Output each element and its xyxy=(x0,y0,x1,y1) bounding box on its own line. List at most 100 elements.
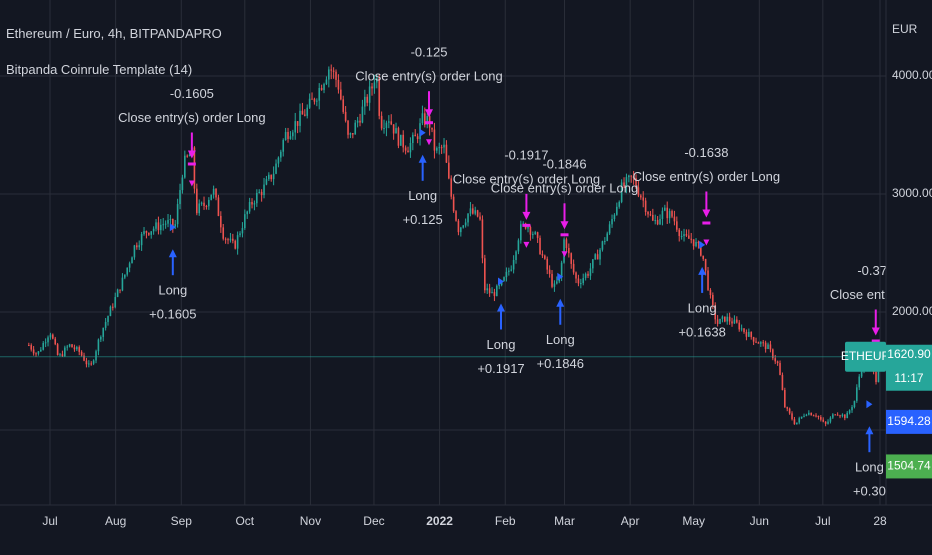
candle-body xyxy=(532,234,534,236)
candle-body xyxy=(628,175,630,178)
candle xyxy=(719,318,721,325)
candle-body xyxy=(472,208,474,214)
candle-body xyxy=(35,353,37,355)
candle-body xyxy=(155,222,157,229)
entry-profit-label: +0.1605 xyxy=(149,307,196,322)
candle-body xyxy=(328,69,330,80)
candle xyxy=(817,415,820,420)
candle xyxy=(592,259,594,274)
candle-body xyxy=(349,133,352,135)
candle xyxy=(114,292,117,309)
candle xyxy=(596,249,599,260)
candle xyxy=(608,221,611,235)
candle-body xyxy=(152,228,155,232)
candle-body xyxy=(184,155,186,178)
candle-body xyxy=(784,389,786,408)
candle-body xyxy=(745,331,748,337)
exit-arrow-icon-head xyxy=(702,209,711,218)
candle-body xyxy=(268,174,270,180)
candle-body xyxy=(772,349,774,359)
candle-body xyxy=(688,235,690,239)
candle-body xyxy=(359,120,361,123)
candle xyxy=(107,315,109,326)
candle-body xyxy=(440,147,443,149)
candle-body xyxy=(160,224,162,231)
candle xyxy=(126,267,129,277)
candle-body xyxy=(601,241,604,250)
candle xyxy=(668,208,671,224)
candle-body xyxy=(352,133,354,135)
candle xyxy=(203,196,205,210)
candle-body xyxy=(443,144,445,148)
last-price-label: 1620.90 xyxy=(887,347,931,361)
candle xyxy=(140,231,143,251)
candle xyxy=(121,273,124,292)
candle-body xyxy=(649,214,652,216)
candle xyxy=(738,320,741,332)
candle-body xyxy=(78,347,81,352)
entry-profit-label: +0.1917 xyxy=(477,361,524,376)
candle xyxy=(265,175,268,186)
candle xyxy=(152,226,155,235)
candle-body xyxy=(668,211,671,219)
candle xyxy=(452,194,455,213)
candle-body xyxy=(541,254,544,256)
candle-body xyxy=(210,194,213,200)
exit-profit-label: -0.125 xyxy=(411,45,448,60)
symbol-tag-bg xyxy=(845,341,886,372)
candle xyxy=(601,240,604,252)
green-price-label: 1504.74 xyxy=(887,459,931,473)
candle xyxy=(731,317,733,327)
candle-body xyxy=(464,222,467,226)
candle xyxy=(666,201,669,224)
strategy-title[interactable]: Bitpanda Coinrule Template (14) xyxy=(6,62,193,77)
candle-body xyxy=(546,258,549,270)
candle-body xyxy=(875,371,877,383)
candle-body xyxy=(224,238,227,240)
candle xyxy=(294,112,297,140)
x-tick-label: Jul xyxy=(42,514,57,528)
candle xyxy=(364,89,366,115)
candle-body xyxy=(539,237,541,255)
candle-body xyxy=(436,148,438,151)
candle-body xyxy=(102,327,105,337)
candle xyxy=(49,332,52,340)
candle xyxy=(116,288,119,298)
candle-body xyxy=(402,134,405,148)
candle-body xyxy=(88,363,90,365)
candle-body xyxy=(630,175,633,177)
candle-body xyxy=(613,214,616,219)
candle-body xyxy=(832,414,834,418)
candle xyxy=(858,374,861,391)
candle xyxy=(85,357,88,368)
candle-body xyxy=(64,347,66,357)
exit-arrow-icon-head xyxy=(871,327,880,336)
candle-body xyxy=(265,179,268,185)
candle-body xyxy=(220,215,222,228)
candle xyxy=(253,200,256,211)
x-tick-label: 28 xyxy=(873,514,887,528)
candle xyxy=(248,197,251,214)
candle xyxy=(143,227,145,236)
candle xyxy=(337,74,340,94)
candle xyxy=(436,146,438,154)
candle xyxy=(462,224,465,229)
candle-body xyxy=(678,229,681,237)
candle xyxy=(426,113,429,129)
candle-body xyxy=(544,255,546,259)
candle-body xyxy=(493,292,496,297)
candle-body xyxy=(95,351,97,361)
candle xyxy=(472,204,474,215)
candle-body xyxy=(368,86,371,103)
candle xyxy=(179,183,181,210)
candle-body xyxy=(100,336,102,340)
candle-body xyxy=(743,328,745,332)
currency-label: EUR xyxy=(892,22,918,36)
candle-body xyxy=(143,231,145,235)
symbol-title[interactable]: Ethereum / Euro, 4h, BITPANDAPRO xyxy=(6,26,222,41)
candle-body xyxy=(176,204,179,225)
candle-body xyxy=(460,227,462,233)
candle-body xyxy=(136,245,138,248)
